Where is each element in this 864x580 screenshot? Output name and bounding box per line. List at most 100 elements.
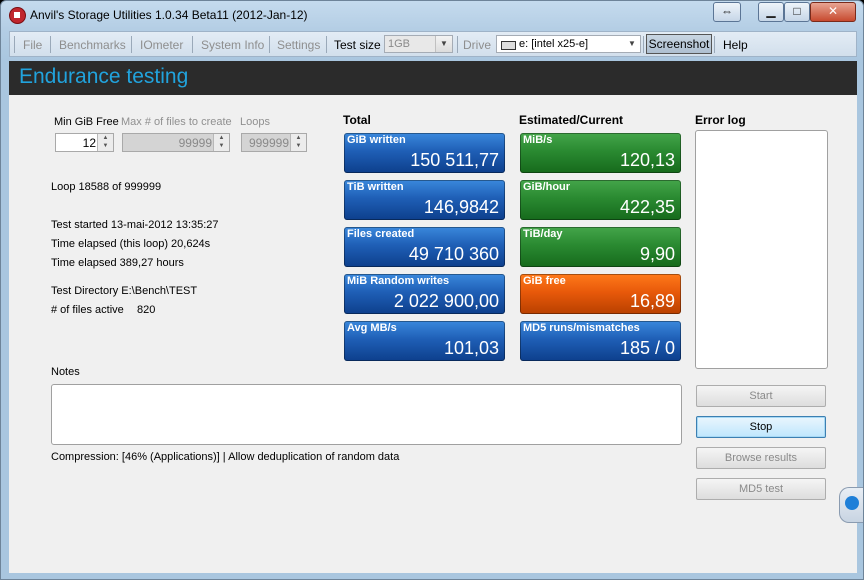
tile-files-created: Files created 49 710 360 — [344, 227, 505, 267]
compression-info: Compression: [46% (Applications)] | Allo… — [51, 451, 400, 463]
tile-value: 2 022 900,00 — [393, 291, 499, 311]
tile-label: TiB written — [347, 181, 404, 193]
tile-label: Avg MB/s — [347, 322, 397, 334]
time-elapsed: Time elapsed 389,27 hours — [51, 257, 184, 269]
tile-gib-free: GiB free 16,89 — [520, 274, 681, 314]
max-files-label: Max # of files to create — [121, 116, 232, 128]
close-button[interactable]: ✕ — [810, 2, 856, 22]
error-log-header: Error log — [695, 113, 746, 127]
tile-gib-written: GiB written 150 511,77 — [344, 133, 505, 173]
test-size-select[interactable]: 1GB ▼ — [384, 35, 453, 53]
tile-value: 146,9842 — [423, 197, 499, 217]
menu-file[interactable]: File — [23, 38, 43, 52]
tile-value: 150 511,77 — [410, 150, 499, 170]
test-size-value: 1GB — [388, 38, 411, 50]
tile-label: Files created — [347, 228, 415, 240]
test-size-label: Test size — [334, 38, 381, 52]
drive-label: Drive — [463, 38, 492, 52]
loops-value: 999999 — [248, 136, 289, 150]
tile-mib-random-writes: MiB Random writes 2 022 900,00 — [344, 274, 505, 314]
page-title: Endurance testing — [19, 65, 189, 88]
stepper-buttons[interactable]: ▲ ▼ — [213, 134, 229, 151]
max-files-value: 99999 — [178, 136, 212, 150]
maximize-button[interactable]: □ — [784, 2, 810, 22]
stepper-buttons[interactable]: ▲ ▼ — [290, 134, 306, 151]
tile-value: 9,90 — [639, 244, 675, 264]
arrow-up-icon[interactable]: ▲ — [218, 135, 225, 141]
drive-select[interactable]: e: [intel x25-e] ▼ — [496, 35, 641, 53]
tile-value: 185 / 0 — [619, 338, 675, 358]
loops-label: Loops — [240, 116, 270, 128]
menu-help[interactable]: Help — [723, 38, 748, 52]
menu-separator — [457, 36, 458, 53]
menu-iometer[interactable]: IOmeter — [140, 38, 184, 52]
restore-icon[interactable]: ⇔ — [713, 2, 741, 22]
stop-button[interactable]: Stop — [696, 416, 826, 438]
tile-label: MD5 runs/mismatches — [523, 322, 640, 334]
drive-value: e: [intel x25-e] — [519, 38, 589, 50]
tile-tib-day: TiB/day 9,90 — [520, 227, 681, 267]
drive-icon — [501, 41, 516, 50]
tile-label: MiB/s — [523, 134, 553, 146]
max-files-stepper[interactable]: 99999 ▲ ▼ — [122, 133, 230, 152]
anvil-app-icon[interactable] — [9, 7, 26, 24]
min-gib-free-label: Min GiB Free — [54, 116, 119, 128]
min-gib-free-stepper[interactable]: 12 ▲ ▼ — [55, 133, 114, 152]
menu-separator — [643, 36, 644, 53]
tile-avg-mbs: Avg MB/s 101,03 — [344, 321, 505, 361]
tile-value: 49 710 360 — [408, 244, 499, 264]
tile-gib-hour: GiB/hour 422,35 — [520, 180, 681, 220]
tile-label: MiB Random writes — [347, 275, 450, 287]
menu-separator — [14, 36, 15, 53]
tile-mibs: MiB/s 120,13 — [520, 133, 681, 173]
estimated-header: Estimated/Current — [519, 113, 624, 127]
menu-separator — [326, 36, 327, 53]
tile-label: GiB written — [347, 134, 406, 146]
chevron-down-icon[interactable]: ▼ — [624, 36, 640, 52]
main-panel: Min GiB Free 12 ▲ ▼ Max # of files to cre… — [9, 95, 857, 573]
menu-bar: File Benchmarks IOmeter System Info Sett… — [9, 31, 857, 57]
screenshot-button[interactable]: Screenshot — [646, 34, 712, 54]
chevron-down-icon[interactable]: ▼ — [435, 36, 452, 52]
md5-test-button[interactable]: MD5 test — [696, 478, 826, 500]
tile-tib-written: TiB written 146,9842 — [344, 180, 505, 220]
start-button[interactable]: Start — [696, 385, 826, 407]
notes-textarea[interactable] — [51, 384, 682, 445]
teamviewer-logo-icon — [845, 496, 859, 510]
window-title: Anvil's Storage Utilities 1.0.34 Beta11 … — [30, 8, 308, 22]
menu-benchmarks[interactable]: Benchmarks — [59, 38, 126, 52]
arrow-down-icon[interactable]: ▼ — [218, 143, 225, 149]
loops-stepper[interactable]: 999999 ▲ ▼ — [241, 133, 307, 152]
arrow-down-icon[interactable]: ▼ — [102, 143, 109, 149]
arrow-down-icon[interactable]: ▼ — [295, 143, 302, 149]
tile-md5-runs: MD5 runs/mismatches 185 / 0 — [520, 321, 681, 361]
files-active-value: 820 — [137, 304, 156, 316]
stepper-buttons[interactable]: ▲ ▼ — [97, 134, 113, 151]
test-directory: Test Directory E:\Bench\TEST — [51, 285, 198, 297]
title-bar[interactable]: Anvil's Storage Utilities 1.0.34 Beta11 … — [1, 1, 863, 29]
browse-results-button[interactable]: Browse results — [696, 447, 826, 469]
tile-value: 422,35 — [619, 197, 675, 217]
minimize-button[interactable]: ▁ — [758, 2, 784, 22]
tile-value: 101,03 — [443, 338, 499, 358]
menu-separator — [714, 36, 715, 53]
menu-separator — [131, 36, 132, 53]
test-started: Test started 13-mai-2012 13:35:27 — [51, 219, 219, 231]
tile-value: 16,89 — [629, 291, 675, 311]
tile-label: GiB free — [523, 275, 566, 287]
arrow-up-icon[interactable]: ▲ — [102, 135, 109, 141]
time-elapsed-loop: Time elapsed (this loop) 20,624s — [51, 238, 211, 250]
total-header: Total — [343, 113, 371, 127]
files-active-label: # of files active — [51, 304, 124, 316]
loop-counter: Loop 18588 of 999999 — [51, 181, 162, 193]
arrow-up-icon[interactable]: ▲ — [295, 135, 302, 141]
page-header: Endurance testing — [9, 61, 857, 95]
error-log-box[interactable] — [695, 130, 828, 369]
tile-label: TiB/day — [523, 228, 563, 240]
menu-separator — [269, 36, 270, 53]
menu-settings[interactable]: Settings — [277, 38, 321, 52]
teamviewer-icon[interactable] — [839, 487, 863, 523]
menu-separator — [192, 36, 193, 53]
menu-system-info[interactable]: System Info — [201, 38, 265, 52]
